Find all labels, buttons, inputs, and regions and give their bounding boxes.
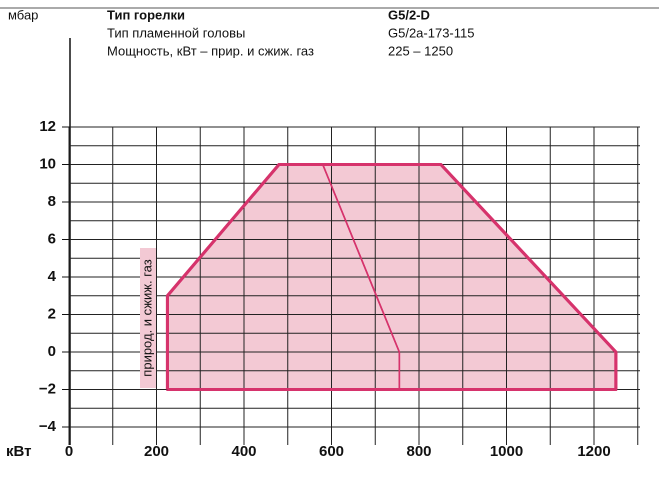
y-unit: мбар [8,7,38,22]
y-tick-label: 0 [48,343,56,360]
series-outline [322,164,401,390]
x-tick-label: 1000 [490,443,523,460]
x-tick-label: 400 [231,443,256,460]
x-tick-label: 0 [65,443,73,460]
header-value: G5/2a-173-115 [388,25,475,40]
x-tick-label: 200 [144,443,169,460]
header-label: Мощность, кВт – прир. и сжиж. газ [107,43,314,58]
y-tick-label: 8 [48,193,56,210]
header-value: 225 – 1250 [388,43,453,58]
series-label-group: природ. и сжиж. газ [139,248,156,388]
label-bg [140,248,156,388]
y-tick-label: 4 [48,268,57,285]
x-unit: кВт [6,443,32,460]
y-tick-label: −4 [39,418,57,435]
x-tick-label: 800 [406,443,431,460]
header-label: Тип горелки [107,7,185,22]
header-label: Тип пламенной головы [107,25,245,40]
y-tick-label: 10 [39,155,56,172]
y-tick-label: 6 [48,230,56,247]
x-tick-label: 600 [319,443,344,460]
x-tick-label: 1200 [577,443,610,460]
y-tick-label: 12 [39,118,56,135]
series-label: природ. и сжиж. газ [139,259,154,376]
y-tick-label: −2 [39,380,56,397]
header-value: G5/2-D [388,7,430,22]
y-tick-label: 2 [48,305,56,322]
series-outline [165,163,618,391]
